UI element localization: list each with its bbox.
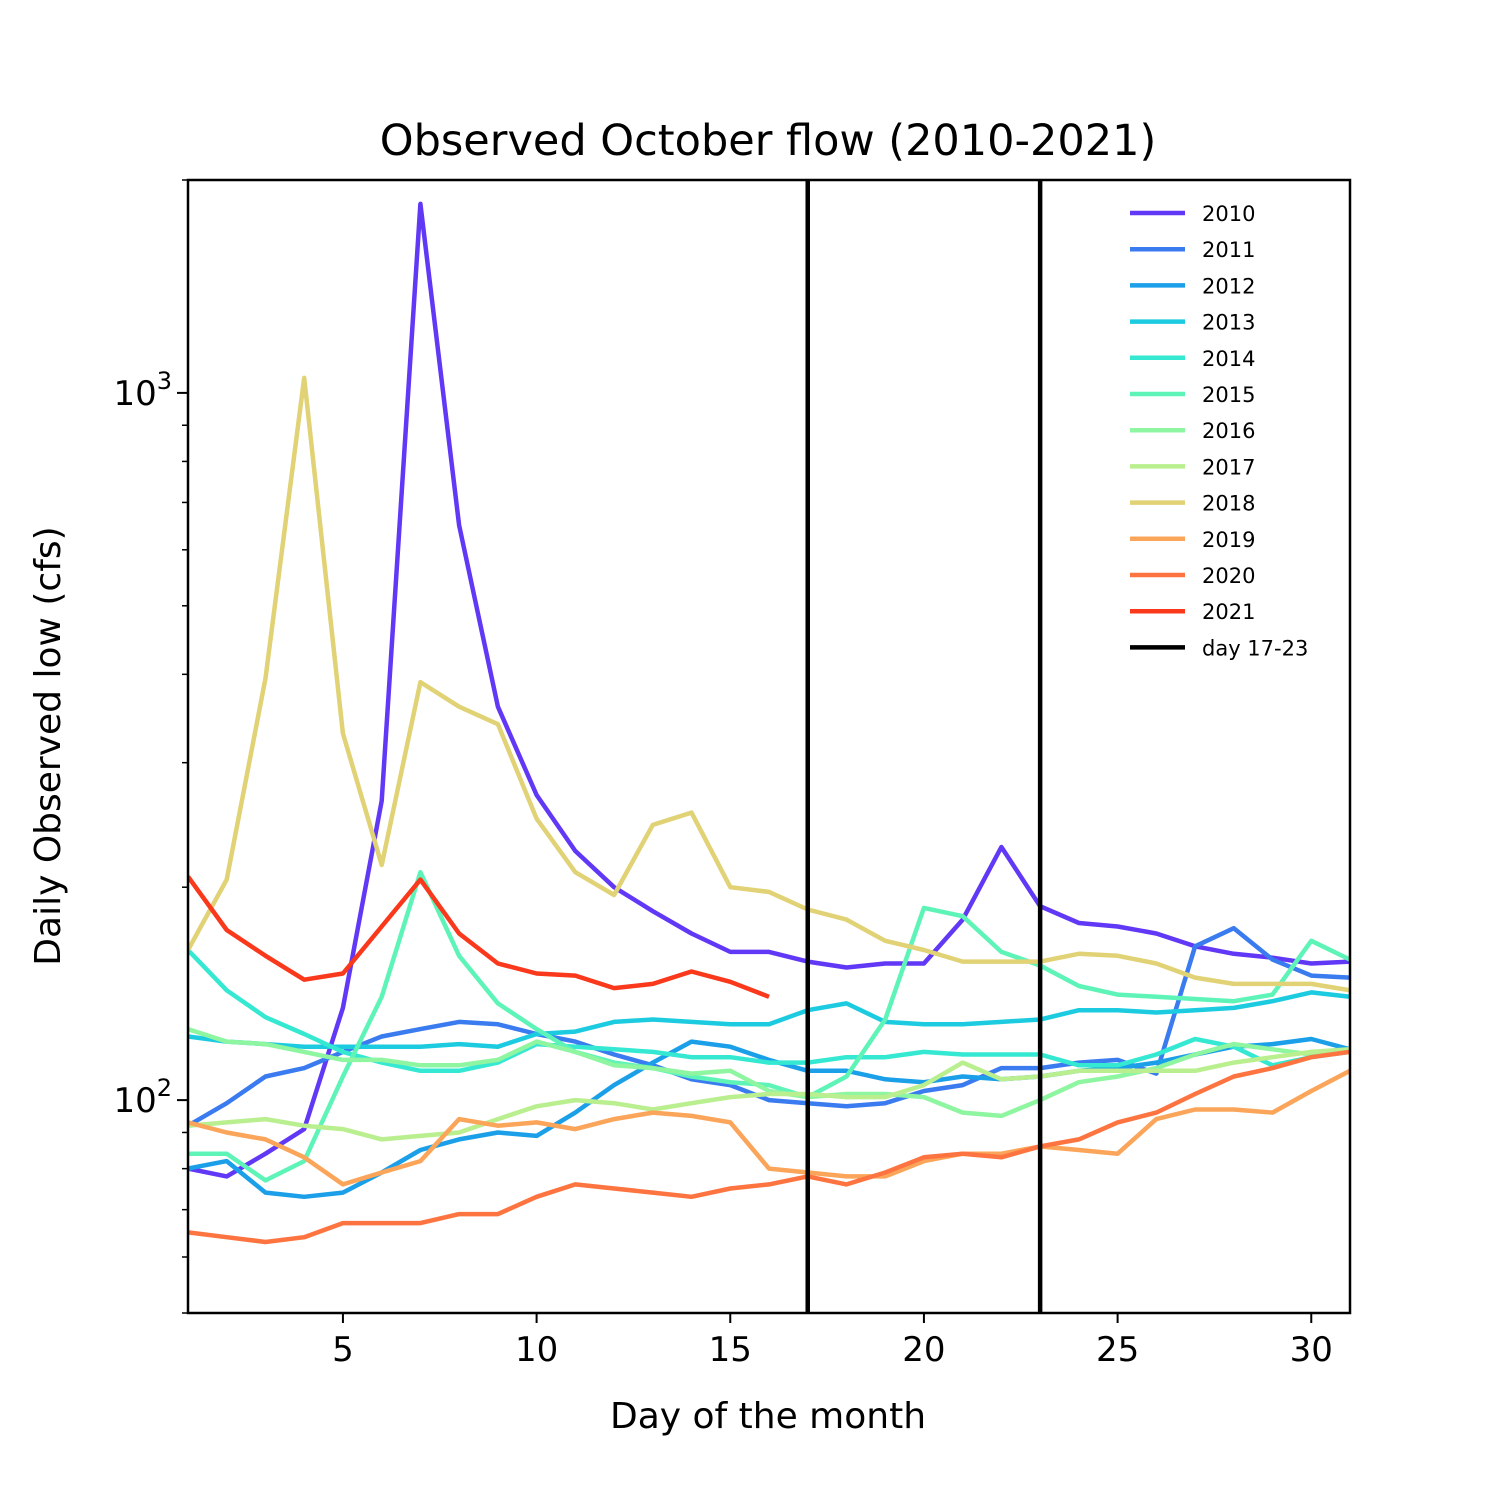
legend-item-2013: 2013: [1130, 311, 1255, 335]
x-tick-label: 5: [332, 1330, 354, 1370]
legend-label: 2017: [1202, 455, 1255, 479]
x-tick-label: 15: [709, 1330, 752, 1370]
legend-label: 2011: [1202, 238, 1255, 262]
y-tick-label: 102: [113, 1074, 172, 1121]
legend-label: day 17-23: [1202, 636, 1308, 660]
legend-label: 2015: [1202, 383, 1255, 407]
series-line-2016: [188, 1026, 1350, 1119]
legend-label: 2010: [1202, 202, 1255, 226]
legend-item-2019: 2019: [1130, 528, 1255, 552]
legend-item-2017: 2017: [1130, 455, 1255, 479]
series-line-2017: [188, 1047, 1350, 1142]
x-axis-label: Day of the month: [610, 1396, 926, 1437]
legend-label: 2012: [1202, 274, 1255, 298]
legend-item-day 17-23: day 17-23: [1130, 636, 1308, 660]
legend-label: 2016: [1202, 419, 1255, 443]
x-tick-label: 30: [1290, 1330, 1333, 1370]
series-line-2020: [188, 1049, 1350, 1245]
plot-frame: [186, 178, 1352, 1315]
legend-label: 2014: [1202, 347, 1255, 371]
series-line-2019: [188, 1068, 1350, 1187]
series-line-2021: [188, 875, 770, 999]
legend-item-2021: 2021: [1130, 600, 1255, 624]
axis-ticks: 5 10 15 20 25 30 102 103: [113, 179, 1333, 1370]
legend-label: 2018: [1202, 492, 1255, 516]
series-line-2015: [188, 869, 1350, 1183]
legend-label: 2013: [1202, 311, 1255, 335]
legend-item-2015: 2015: [1130, 383, 1255, 407]
y-axis-label: Daily Observed low (cfs): [28, 526, 69, 965]
series-line-2011: [188, 925, 1350, 1128]
series-line-2014: [188, 948, 1350, 1074]
legend-label: 2021: [1202, 600, 1255, 624]
legend-item-2012: 2012: [1130, 274, 1255, 298]
plot-area: [188, 180, 1350, 1313]
legend-label: 2019: [1202, 528, 1255, 552]
legend: 2010 2011 2012 2013 2014 2015 2016 2017 2018 2019…: [1130, 202, 1308, 660]
legend-item-2014: 2014: [1130, 347, 1255, 371]
series-line-2018: [188, 375, 1350, 993]
legend-item-2011: 2011: [1130, 238, 1255, 262]
x-tick-label: 25: [1096, 1330, 1139, 1370]
series-line-2013: [188, 990, 1350, 1049]
series-line-2010: [188, 201, 1350, 1179]
legend-item-2020: 2020: [1130, 564, 1255, 588]
legend-item-2018: 2018: [1130, 492, 1255, 516]
y-tick-label: 103: [113, 367, 172, 414]
legend-label: 2020: [1202, 564, 1255, 588]
legend-item-2016: 2016: [1130, 419, 1255, 443]
chart-title: Observed October flow (2010-2021): [380, 116, 1156, 166]
x-tick-label: 20: [902, 1330, 945, 1370]
x-tick-label: 10: [515, 1330, 558, 1370]
legend-item-2010: 2010: [1130, 202, 1255, 226]
